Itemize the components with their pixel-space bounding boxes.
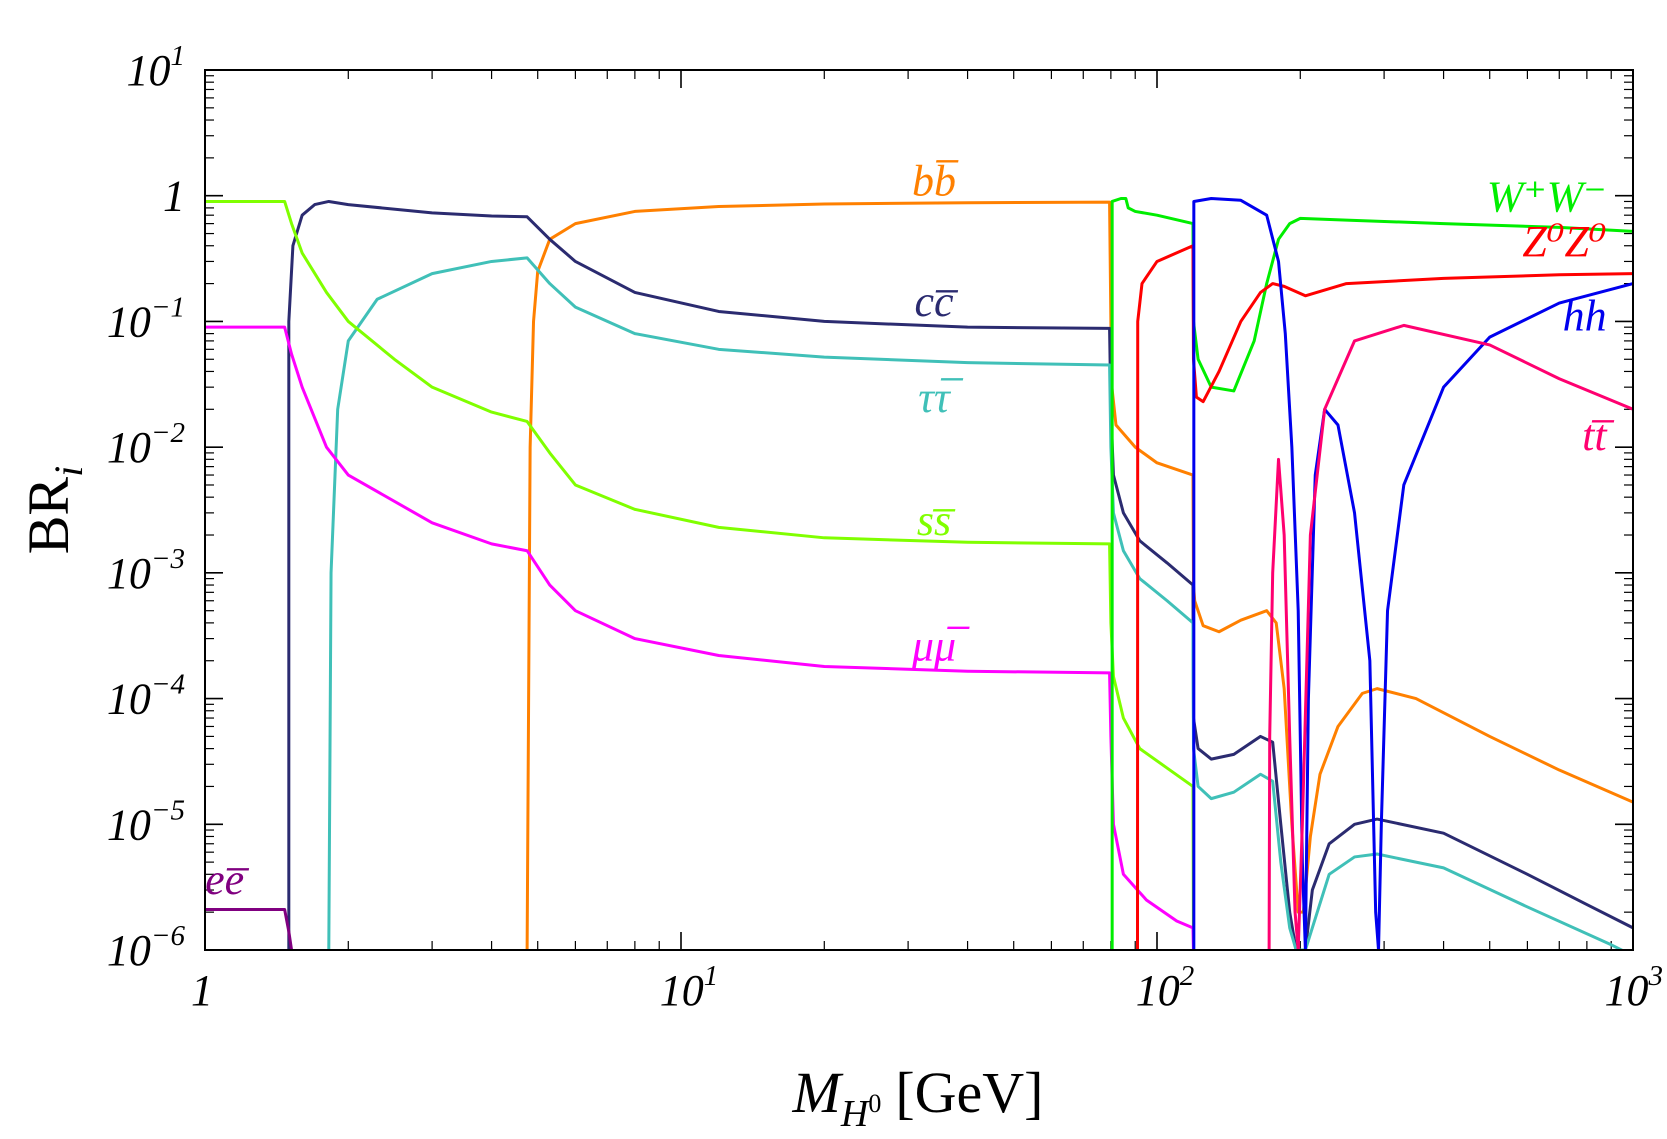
y-tick-label: 10−1 — [107, 291, 185, 346]
y-tick-label-exponent: −1 — [151, 291, 185, 323]
y-tick-label: 1 — [163, 172, 185, 221]
y-tick-label: 10−4 — [107, 669, 185, 724]
y-axis-symbol: BR — [16, 477, 81, 555]
x-tick-label-base: 10 — [660, 966, 704, 1015]
series-label-ZZ: Z⁰Z⁰ — [1522, 217, 1607, 266]
y-tick-label: 10−3 — [107, 543, 185, 598]
x-axis-symbol: M — [792, 1060, 844, 1125]
series-ss — [205, 199, 1195, 950]
series-label-ss: ss̅ — [917, 496, 956, 545]
y-tick-label-exponent: 1 — [171, 40, 186, 72]
x-tick-label: 102 — [1136, 960, 1195, 1015]
x-tick-label: 1 — [191, 966, 213, 1015]
y-tick-label-exponent: −6 — [151, 920, 186, 952]
series-mumu — [205, 325, 1195, 950]
series-cc — [287, 199, 1633, 950]
y-tick-label-base: 1 — [163, 172, 185, 221]
series-tautau — [327, 256, 1625, 950]
x-tick-label-base: 1 — [191, 966, 213, 1015]
y-tick-label-base: 10 — [107, 297, 151, 346]
series-label-cc: cc̅ — [914, 277, 958, 326]
series-label-ee: ee̅ — [205, 855, 249, 904]
x-axis-title: MH0 [GeV] — [792, 1060, 1044, 1135]
x-axis-sub-superscript: 0 — [868, 1089, 881, 1118]
x-axis-subscript: H — [840, 1093, 871, 1135]
y-tick-label: 10−6 — [107, 920, 186, 975]
y-tick-label: 10−5 — [107, 794, 185, 849]
series-label-bb: bb̅ — [912, 157, 959, 206]
series-label-hh: hh — [1563, 291, 1607, 340]
x-tick-label-exponent: 2 — [1180, 960, 1195, 992]
y-tick-label-exponent: −2 — [151, 417, 185, 449]
y-tick-label-exponent: −4 — [151, 669, 185, 701]
series-ee — [205, 907, 294, 950]
series-tt — [1267, 323, 1633, 950]
minor-ticks — [205, 70, 1633, 950]
y-tick-label: 10−2 — [107, 417, 185, 472]
x-tick-label: 101 — [660, 960, 719, 1015]
y-axis-subscript: i — [46, 466, 91, 477]
y-tick-label-exponent: −3 — [151, 543, 185, 575]
x-tick-label-base: 10 — [1605, 966, 1649, 1015]
x-tick-label-exponent: 3 — [1648, 960, 1664, 992]
y-tick-label-base: 10 — [107, 549, 151, 598]
x-tick-label-base: 10 — [1136, 966, 1180, 1015]
y-tick-label: 101 — [127, 40, 186, 95]
y-axis-title: BRi — [16, 466, 91, 555]
series-ZZ — [1136, 244, 1633, 950]
y-tick-label-base: 10 — [107, 675, 151, 724]
series-group — [205, 197, 1633, 950]
y-tick-label-base: 10 — [107, 800, 151, 849]
y-tick-label-base: 10 — [107, 423, 151, 472]
x-tick-label-exponent: 1 — [704, 960, 719, 992]
x-tick-labels: 1 101 102 103 — [191, 960, 1663, 1015]
y-tick-label-base: 10 — [107, 926, 151, 975]
plot-frame — [204, 69, 1634, 951]
x-axis-unit: [GeV] — [895, 1060, 1043, 1125]
y-tick-label-base: 10 — [127, 46, 171, 95]
x-tick-label: 103 — [1605, 960, 1664, 1015]
series-label-WW: W⁺W⁻ — [1487, 172, 1607, 221]
y-tick-label-exponent: −5 — [151, 794, 185, 826]
